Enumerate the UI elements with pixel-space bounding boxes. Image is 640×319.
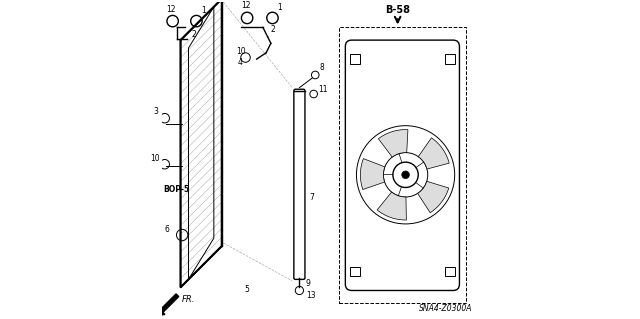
Text: 13: 13: [306, 291, 316, 300]
Bar: [339, 27, 466, 303]
Text: 12: 12: [241, 1, 250, 11]
Text: 7: 7: [309, 193, 314, 202]
FancyBboxPatch shape: [346, 40, 460, 291]
Circle shape: [402, 171, 410, 179]
Polygon shape: [377, 192, 406, 220]
Text: 1: 1: [277, 3, 282, 12]
Bar: [445, 54, 454, 64]
Text: 1: 1: [201, 6, 206, 15]
Text: SNA4-Z0300A: SNA4-Z0300A: [419, 304, 472, 313]
FancyBboxPatch shape: [294, 89, 305, 279]
Text: 4: 4: [237, 58, 243, 68]
Text: BOP-5: BOP-5: [163, 185, 189, 194]
Text: FR.: FR.: [182, 294, 195, 304]
Text: 8: 8: [320, 63, 324, 72]
Text: 5: 5: [244, 285, 249, 294]
Text: 3: 3: [154, 107, 159, 116]
Text: 12: 12: [166, 4, 176, 14]
FancyArrow shape: [157, 294, 179, 315]
Text: 6: 6: [164, 225, 169, 234]
Polygon shape: [378, 130, 408, 157]
Polygon shape: [360, 159, 385, 189]
Text: 9: 9: [306, 279, 310, 288]
Text: 2: 2: [191, 30, 196, 39]
Bar: [445, 267, 454, 276]
Bar: [350, 54, 360, 64]
Circle shape: [393, 162, 419, 188]
Polygon shape: [180, 0, 221, 287]
Polygon shape: [419, 138, 449, 169]
Text: 2: 2: [271, 25, 276, 34]
Polygon shape: [418, 181, 449, 213]
Text: B-58: B-58: [385, 5, 410, 15]
Text: 11: 11: [319, 85, 328, 94]
Bar: [350, 267, 360, 276]
Text: 10: 10: [150, 154, 160, 163]
Text: 10: 10: [236, 48, 246, 56]
